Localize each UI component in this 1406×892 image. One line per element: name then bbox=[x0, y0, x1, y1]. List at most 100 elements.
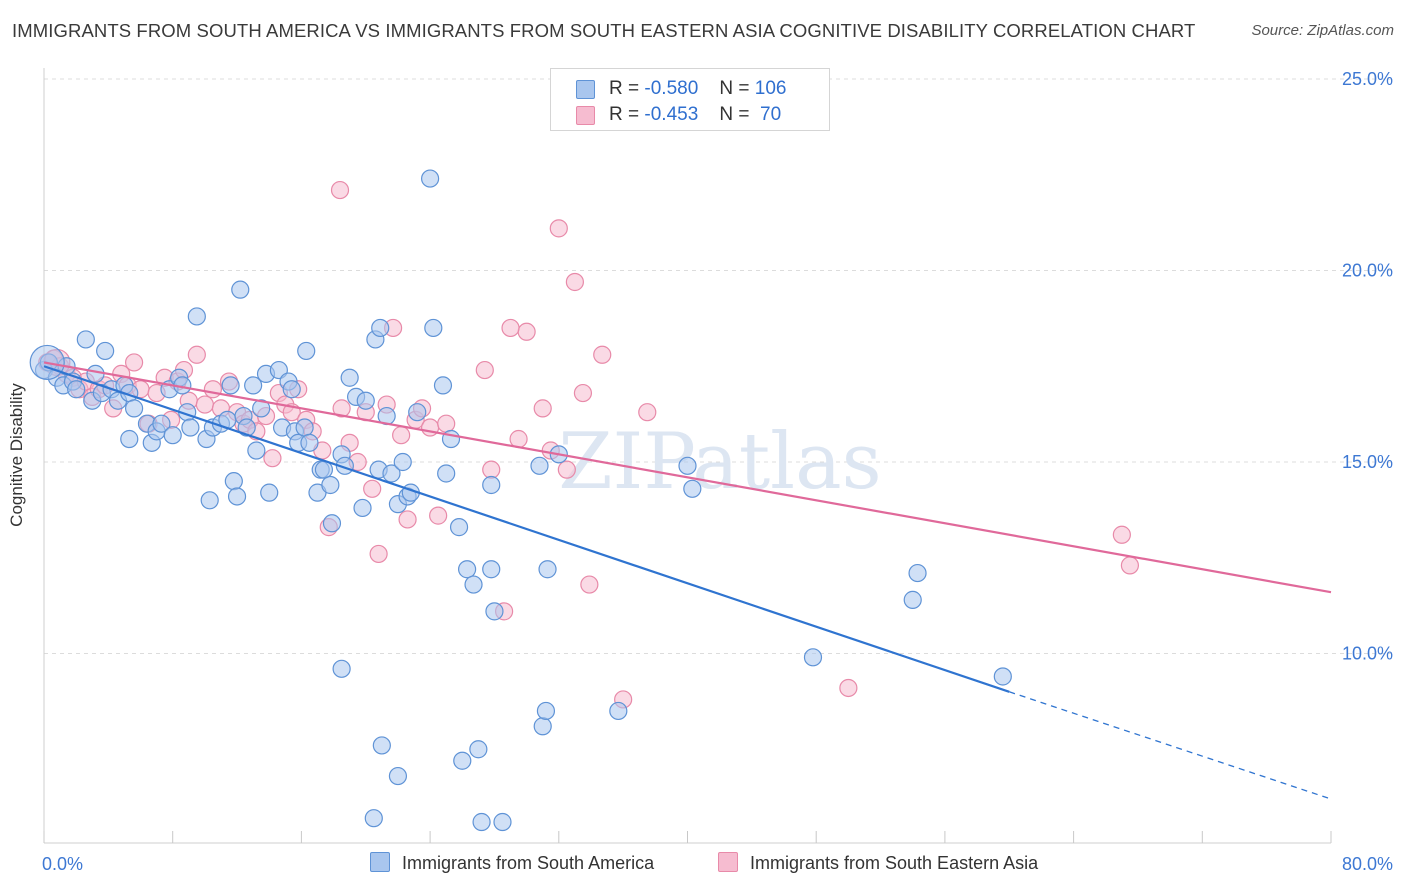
data-point bbox=[247, 441, 266, 460]
data-point bbox=[437, 464, 456, 483]
data-point bbox=[485, 602, 504, 621]
data-point bbox=[908, 563, 927, 583]
data-point bbox=[472, 812, 491, 832]
pink-swatch bbox=[576, 106, 595, 125]
chart-title: IMMIGRANTS FROM SOUTH AMERICA VS IMMIGRA… bbox=[12, 20, 1196, 41]
data-point bbox=[371, 318, 390, 338]
n-value: 106 bbox=[754, 78, 787, 99]
data-point bbox=[388, 766, 408, 786]
data-point bbox=[353, 498, 372, 518]
r-value: -0.453 bbox=[644, 104, 699, 125]
data-point bbox=[356, 391, 375, 410]
data-point bbox=[538, 560, 557, 579]
data-point bbox=[533, 717, 552, 736]
data-point bbox=[1112, 525, 1131, 544]
data-point bbox=[530, 456, 549, 475]
blue-swatch bbox=[370, 852, 390, 872]
data-point bbox=[398, 510, 417, 529]
data-point bbox=[369, 544, 388, 564]
data-point bbox=[501, 318, 520, 338]
trend-line-south-america bbox=[43, 365, 1010, 693]
blue-swatch bbox=[576, 80, 595, 99]
data-point bbox=[429, 506, 448, 525]
legend-label: Immigrants from South America bbox=[402, 853, 655, 873]
data-point bbox=[120, 429, 139, 449]
data-point bbox=[321, 475, 340, 495]
data-point bbox=[86, 364, 105, 384]
data-point bbox=[437, 414, 456, 433]
data-point bbox=[1120, 556, 1140, 575]
data-point bbox=[593, 345, 612, 364]
data-point bbox=[322, 514, 342, 533]
data-point bbox=[557, 460, 576, 479]
data-point bbox=[533, 399, 552, 418]
n-value: 70 bbox=[754, 104, 782, 125]
r-value: -0.580 bbox=[644, 78, 699, 99]
data-point bbox=[224, 472, 243, 491]
n-label: N = bbox=[719, 104, 750, 125]
watermark: ZIPatlas bbox=[558, 417, 881, 507]
x-tick-label: 0.0% bbox=[42, 854, 83, 874]
x-tick-label: 80.0% bbox=[1342, 854, 1393, 874]
r-label: R = bbox=[609, 104, 640, 125]
data-point bbox=[549, 219, 568, 238]
data-point bbox=[839, 678, 858, 698]
data-point bbox=[493, 812, 512, 832]
data-point bbox=[227, 487, 247, 506]
data-point bbox=[453, 751, 472, 770]
data-point bbox=[364, 809, 383, 828]
data-point bbox=[231, 280, 250, 299]
data-point bbox=[993, 667, 1012, 686]
data-point bbox=[678, 456, 697, 475]
data-point bbox=[464, 575, 483, 594]
data-point bbox=[573, 383, 593, 403]
data-point bbox=[332, 659, 351, 678]
pink-swatch bbox=[718, 852, 738, 872]
data-point bbox=[300, 433, 319, 452]
data-point bbox=[482, 560, 501, 579]
data-point bbox=[96, 341, 115, 361]
y-axis-label: Cognitive Disability bbox=[7, 383, 26, 527]
trend-line-extension bbox=[1009, 691, 1332, 800]
data-point bbox=[683, 479, 702, 498]
y-tick-label: 20.0% bbox=[1342, 261, 1393, 281]
n-label: N = bbox=[719, 78, 750, 99]
data-point bbox=[565, 272, 584, 292]
y-tick-label: 25.0% bbox=[1342, 69, 1393, 89]
data-point bbox=[124, 353, 144, 372]
data-point bbox=[295, 418, 314, 437]
data-point bbox=[187, 345, 206, 364]
data-point bbox=[330, 180, 350, 200]
data-point bbox=[903, 590, 922, 609]
data-point bbox=[408, 403, 427, 422]
source-label: Source: ZipAtlas.com bbox=[1251, 22, 1394, 39]
data-point bbox=[482, 460, 501, 479]
data-point bbox=[469, 740, 488, 759]
data-point bbox=[458, 560, 477, 579]
data-point bbox=[332, 399, 351, 418]
data-point bbox=[517, 322, 536, 341]
data-point bbox=[580, 575, 599, 594]
y-tick-label: 15.0% bbox=[1342, 452, 1393, 472]
data-point bbox=[392, 426, 411, 445]
data-point bbox=[200, 491, 219, 510]
data-point bbox=[187, 307, 206, 326]
data-point bbox=[76, 330, 95, 349]
data-point bbox=[363, 479, 382, 498]
data-point bbox=[260, 483, 279, 502]
trend-line-south-eastern-asia bbox=[43, 361, 1332, 594]
data-point bbox=[263, 449, 282, 468]
data-point bbox=[475, 360, 494, 380]
data-point bbox=[195, 395, 214, 414]
data-point bbox=[67, 380, 86, 399]
trend-lines bbox=[43, 361, 1332, 800]
data-point bbox=[244, 376, 263, 395]
legend-item-south-eastern-asia: Immigrants from South Eastern Asia bbox=[718, 852, 1038, 874]
data-point bbox=[282, 380, 301, 399]
series-south-america-points bbox=[29, 169, 1012, 832]
data-point bbox=[340, 368, 359, 387]
data-point bbox=[297, 341, 316, 361]
legend-label: Immigrants from South Eastern Asia bbox=[750, 853, 1039, 873]
tick-labels: 10.0% 15.0% 20.0% 25.0% 0.0% 80.0% bbox=[42, 69, 1393, 874]
